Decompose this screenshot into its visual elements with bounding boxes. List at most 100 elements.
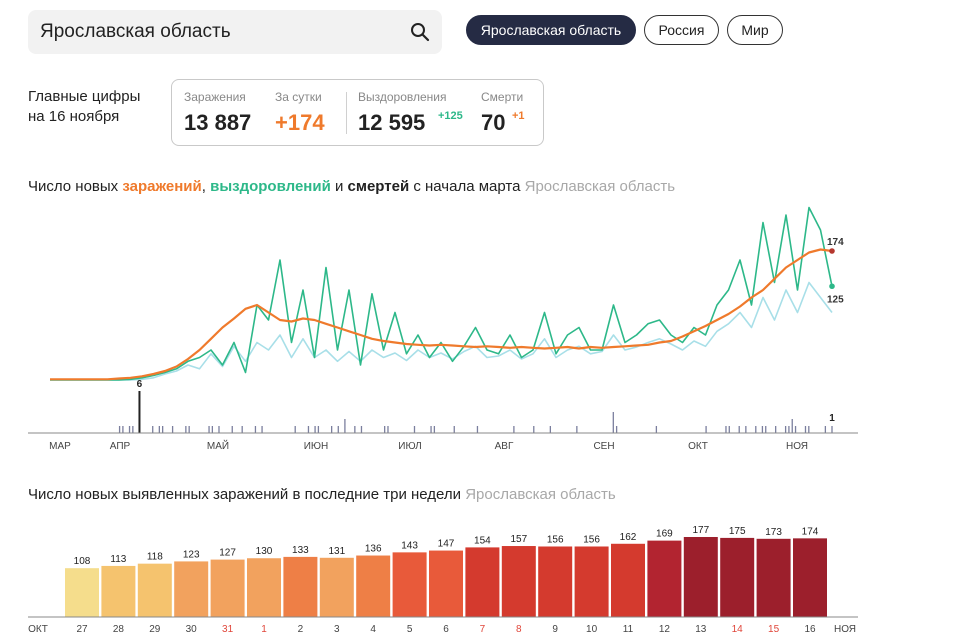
series-line-cases <box>50 248 833 381</box>
recovered-last-label: 125 <box>827 294 844 305</box>
bar-value-label: 175 <box>729 526 746 537</box>
bar-11 <box>611 543 645 617</box>
chart2-month-end: НОЯ <box>834 624 856 635</box>
bar-value-label: 118 <box>147 552 163 563</box>
search-box[interactable]: Ярославская область <box>28 10 442 54</box>
bar-15 <box>756 538 791 617</box>
bar-1 <box>247 558 281 617</box>
chart1-heading: Число новых заражений, выздоровлений и с… <box>28 178 675 195</box>
bar-category-label: 3 <box>334 624 340 635</box>
bar-14 <box>720 537 755 617</box>
chart1-x-tick: АПР <box>110 441 131 452</box>
daily-label: За сутки <box>275 90 322 104</box>
bar-13 <box>683 536 718 617</box>
bar-value-label: 157 <box>510 534 527 545</box>
cases-value: 13 887 <box>184 110 252 135</box>
bar-category-label: 14 <box>732 624 744 635</box>
recovered-value: 12 595 <box>358 110 426 135</box>
chart1-heading-rest: с начала марта <box>409 178 521 195</box>
bar-category-label: 29 <box>149 624 161 635</box>
bar-category-label: 11 <box>623 624 634 635</box>
bar-2 <box>283 556 318 617</box>
bar-29 <box>137 563 172 617</box>
chart2-heading-text: Число новых выявленных заражений в после… <box>28 486 462 503</box>
search-input[interactable]: Ярославская область <box>40 21 231 42</box>
three-weeks-bar-chart: 1082711328118291233012731130113321313136… <box>28 525 858 635</box>
chart2-heading: Число новых выявленных заражений в после… <box>28 486 616 503</box>
bar-value-label: 147 <box>438 539 455 550</box>
bar-value-label: 169 <box>656 529 673 540</box>
deaths-last-label: 1 <box>829 413 835 424</box>
cases-end-dot <box>829 248 835 254</box>
main-figures-title: Главные цифры на 16 ноября <box>28 87 140 127</box>
tab-russia[interactable]: Россия <box>644 15 719 45</box>
bar-value-label: 174 <box>802 526 819 537</box>
bar-category-label: 27 <box>76 624 88 635</box>
bar-value-label: 156 <box>547 534 564 545</box>
bar-category-label: 2 <box>298 624 304 635</box>
bar-3 <box>319 557 354 617</box>
bar-28 <box>101 565 136 617</box>
bar-category-label: 13 <box>695 624 707 635</box>
cases-recovered-deaths-chart: МАР АПР МАЙ ИЮН ИЮЛ АВГ СЕН ОКТ НОЯ 174 125 6 1 <box>28 206 858 452</box>
stats-divider <box>346 92 347 134</box>
series-line-recovered <box>50 206 833 381</box>
bar-30 <box>174 561 209 617</box>
bar-category-label: 5 <box>407 624 413 635</box>
bar-9 <box>538 546 573 617</box>
bar-10 <box>574 546 609 617</box>
chart1-heading-region: Ярославская область <box>524 178 676 195</box>
bar-value-label: 177 <box>692 525 709 536</box>
bar-6 <box>429 550 463 617</box>
cases-last-label: 174 <box>827 237 844 248</box>
bar-7 <box>465 547 500 617</box>
chart1-x-tick: АВГ <box>495 441 514 452</box>
bar-category-label: 6 <box>443 624 449 635</box>
bar-value-label: 143 <box>401 540 418 551</box>
bar-value-label: 108 <box>74 556 91 567</box>
bar-category-label: 4 <box>370 624 376 635</box>
bar-27 <box>65 568 99 617</box>
chart1-x-tick: МАЙ <box>207 439 229 452</box>
bar-31 <box>210 559 245 617</box>
chart1-heading-cases: заражений <box>122 178 202 195</box>
deaths-delta: +1 <box>512 110 525 122</box>
bar-category-label: 8 <box>516 624 522 635</box>
bar-value-label: 123 <box>183 549 200 560</box>
bar-value-label: 173 <box>765 527 782 538</box>
main-figures-title-line2: на 16 ноября <box>28 108 120 125</box>
bar-value-label: 131 <box>328 546 345 557</box>
bar-category-label: 16 <box>804 624 816 635</box>
tab-yaroslavl[interactable]: Ярославская область <box>466 15 636 45</box>
chart1-heading-recovered: выздоровлений <box>210 178 331 195</box>
recovered-end-dot <box>829 283 835 290</box>
chart1-x-tick: МАР <box>49 441 71 452</box>
bar-category-label: 7 <box>480 624 486 635</box>
bar-category-label: 15 <box>768 624 780 635</box>
bar-category-label: 1 <box>261 624 267 635</box>
bar-category-label: 12 <box>659 624 671 635</box>
chart2-heading-region: Ярославская область <box>465 486 616 503</box>
main-figures-title-line1: Главные цифры <box>28 88 141 105</box>
bar-value-label: 133 <box>292 545 309 556</box>
chart2-month-start: ОКТ <box>28 624 48 635</box>
series-line-recovered_light <box>50 281 833 381</box>
deaths-label: Смерти <box>481 90 524 104</box>
bar-value-label: 162 <box>620 532 637 543</box>
tab-world[interactable]: Мир <box>727 15 783 45</box>
bar-category-label: 9 <box>552 624 558 635</box>
bar-4 <box>356 555 391 617</box>
recovered-delta: +125 <box>438 110 463 122</box>
bar-value-label: 130 <box>256 546 273 557</box>
search-icon[interactable] <box>410 22 430 42</box>
cases-label: Заражения <box>184 90 246 104</box>
bar-value-label: 127 <box>219 548 236 559</box>
bar-category-label: 31 <box>222 624 234 635</box>
chart1-heading-and: и <box>330 178 348 195</box>
chart1-x-tick: ИЮН <box>304 441 329 452</box>
bar-category-label: 10 <box>586 624 598 635</box>
bar-5 <box>392 552 427 617</box>
bar-value-label: 136 <box>365 544 382 555</box>
chart1-x-tick: СЕН <box>593 441 614 452</box>
deaths-value: 70 <box>481 110 506 135</box>
